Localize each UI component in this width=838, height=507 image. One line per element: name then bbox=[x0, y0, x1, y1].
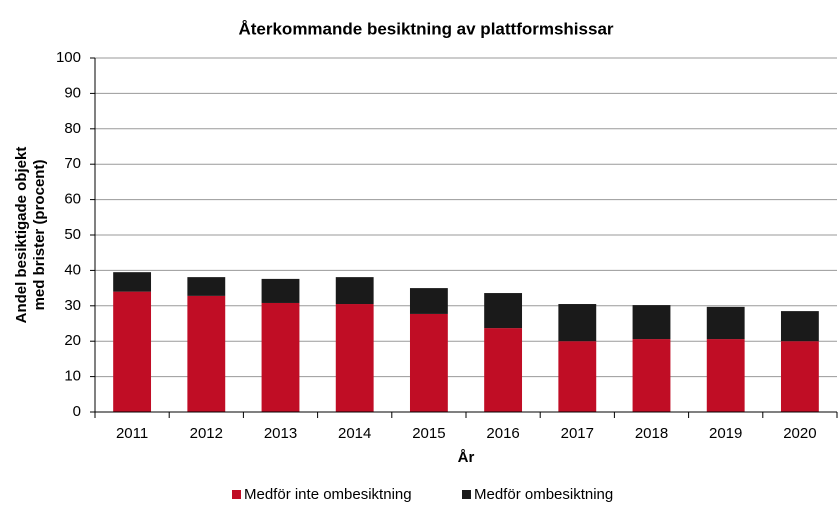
y-tick-label: 10 bbox=[64, 368, 81, 385]
y-tick-label: 50 bbox=[64, 226, 81, 243]
y-axis-label: med brister (procent) bbox=[31, 160, 48, 311]
y-tick-label: 80 bbox=[64, 120, 81, 137]
bar-segment bbox=[780, 311, 819, 342]
y-tick-label: 40 bbox=[64, 261, 81, 278]
y-tick-label: 20 bbox=[64, 332, 81, 349]
bar-segment bbox=[484, 293, 523, 329]
bar-segment bbox=[558, 304, 597, 342]
bar-segment bbox=[484, 328, 523, 412]
bar-segment bbox=[409, 313, 448, 412]
x-tick-label: 2014 bbox=[338, 425, 371, 442]
bar-segment bbox=[706, 306, 745, 340]
x-tick-label: 2013 bbox=[264, 425, 297, 442]
y-tick-label: 100 bbox=[56, 49, 81, 66]
bar-segment bbox=[113, 291, 152, 412]
x-tick-label: 2012 bbox=[190, 425, 223, 442]
x-tick-label: 2011 bbox=[116, 425, 148, 442]
legend-swatch bbox=[462, 490, 471, 499]
x-tick-label: 2019 bbox=[709, 425, 742, 442]
bar-segment bbox=[261, 278, 300, 303]
bar-segment bbox=[409, 288, 448, 314]
y-tick-label: 0 bbox=[73, 403, 81, 420]
bar-segment bbox=[558, 341, 597, 412]
x-axis-label: År bbox=[458, 449, 475, 466]
chart-title: Återkommande besiktning av plattformshis… bbox=[238, 19, 613, 38]
legend-label: Medför ombesiktning bbox=[474, 486, 613, 503]
y-tick-label: 90 bbox=[64, 84, 81, 101]
x-tick-label: 2017 bbox=[561, 425, 594, 442]
legend-label: Medför inte ombesiktning bbox=[244, 486, 412, 503]
legend-swatch bbox=[232, 490, 241, 499]
bar-segment bbox=[632, 305, 671, 340]
bar-segment bbox=[780, 341, 819, 412]
y-axis-label: Andel besiktigade objekt bbox=[13, 147, 30, 324]
x-tick-label: 2018 bbox=[635, 425, 668, 442]
y-tick-label: 70 bbox=[64, 155, 81, 172]
bar-segment bbox=[706, 339, 745, 412]
y-tick-label: 60 bbox=[64, 191, 81, 208]
bar-segment bbox=[632, 339, 671, 412]
bar-segment bbox=[113, 272, 152, 292]
y-tick-label: 30 bbox=[64, 297, 81, 314]
x-tick-label: 2016 bbox=[486, 425, 519, 442]
bar-segment bbox=[335, 277, 374, 305]
x-tick-label: 2015 bbox=[412, 425, 445, 442]
bar-segment bbox=[187, 277, 226, 296]
bar-segment bbox=[335, 304, 374, 412]
bar-segment bbox=[187, 295, 226, 412]
x-tick-label: 2020 bbox=[783, 425, 816, 442]
bar-segment bbox=[261, 302, 300, 412]
